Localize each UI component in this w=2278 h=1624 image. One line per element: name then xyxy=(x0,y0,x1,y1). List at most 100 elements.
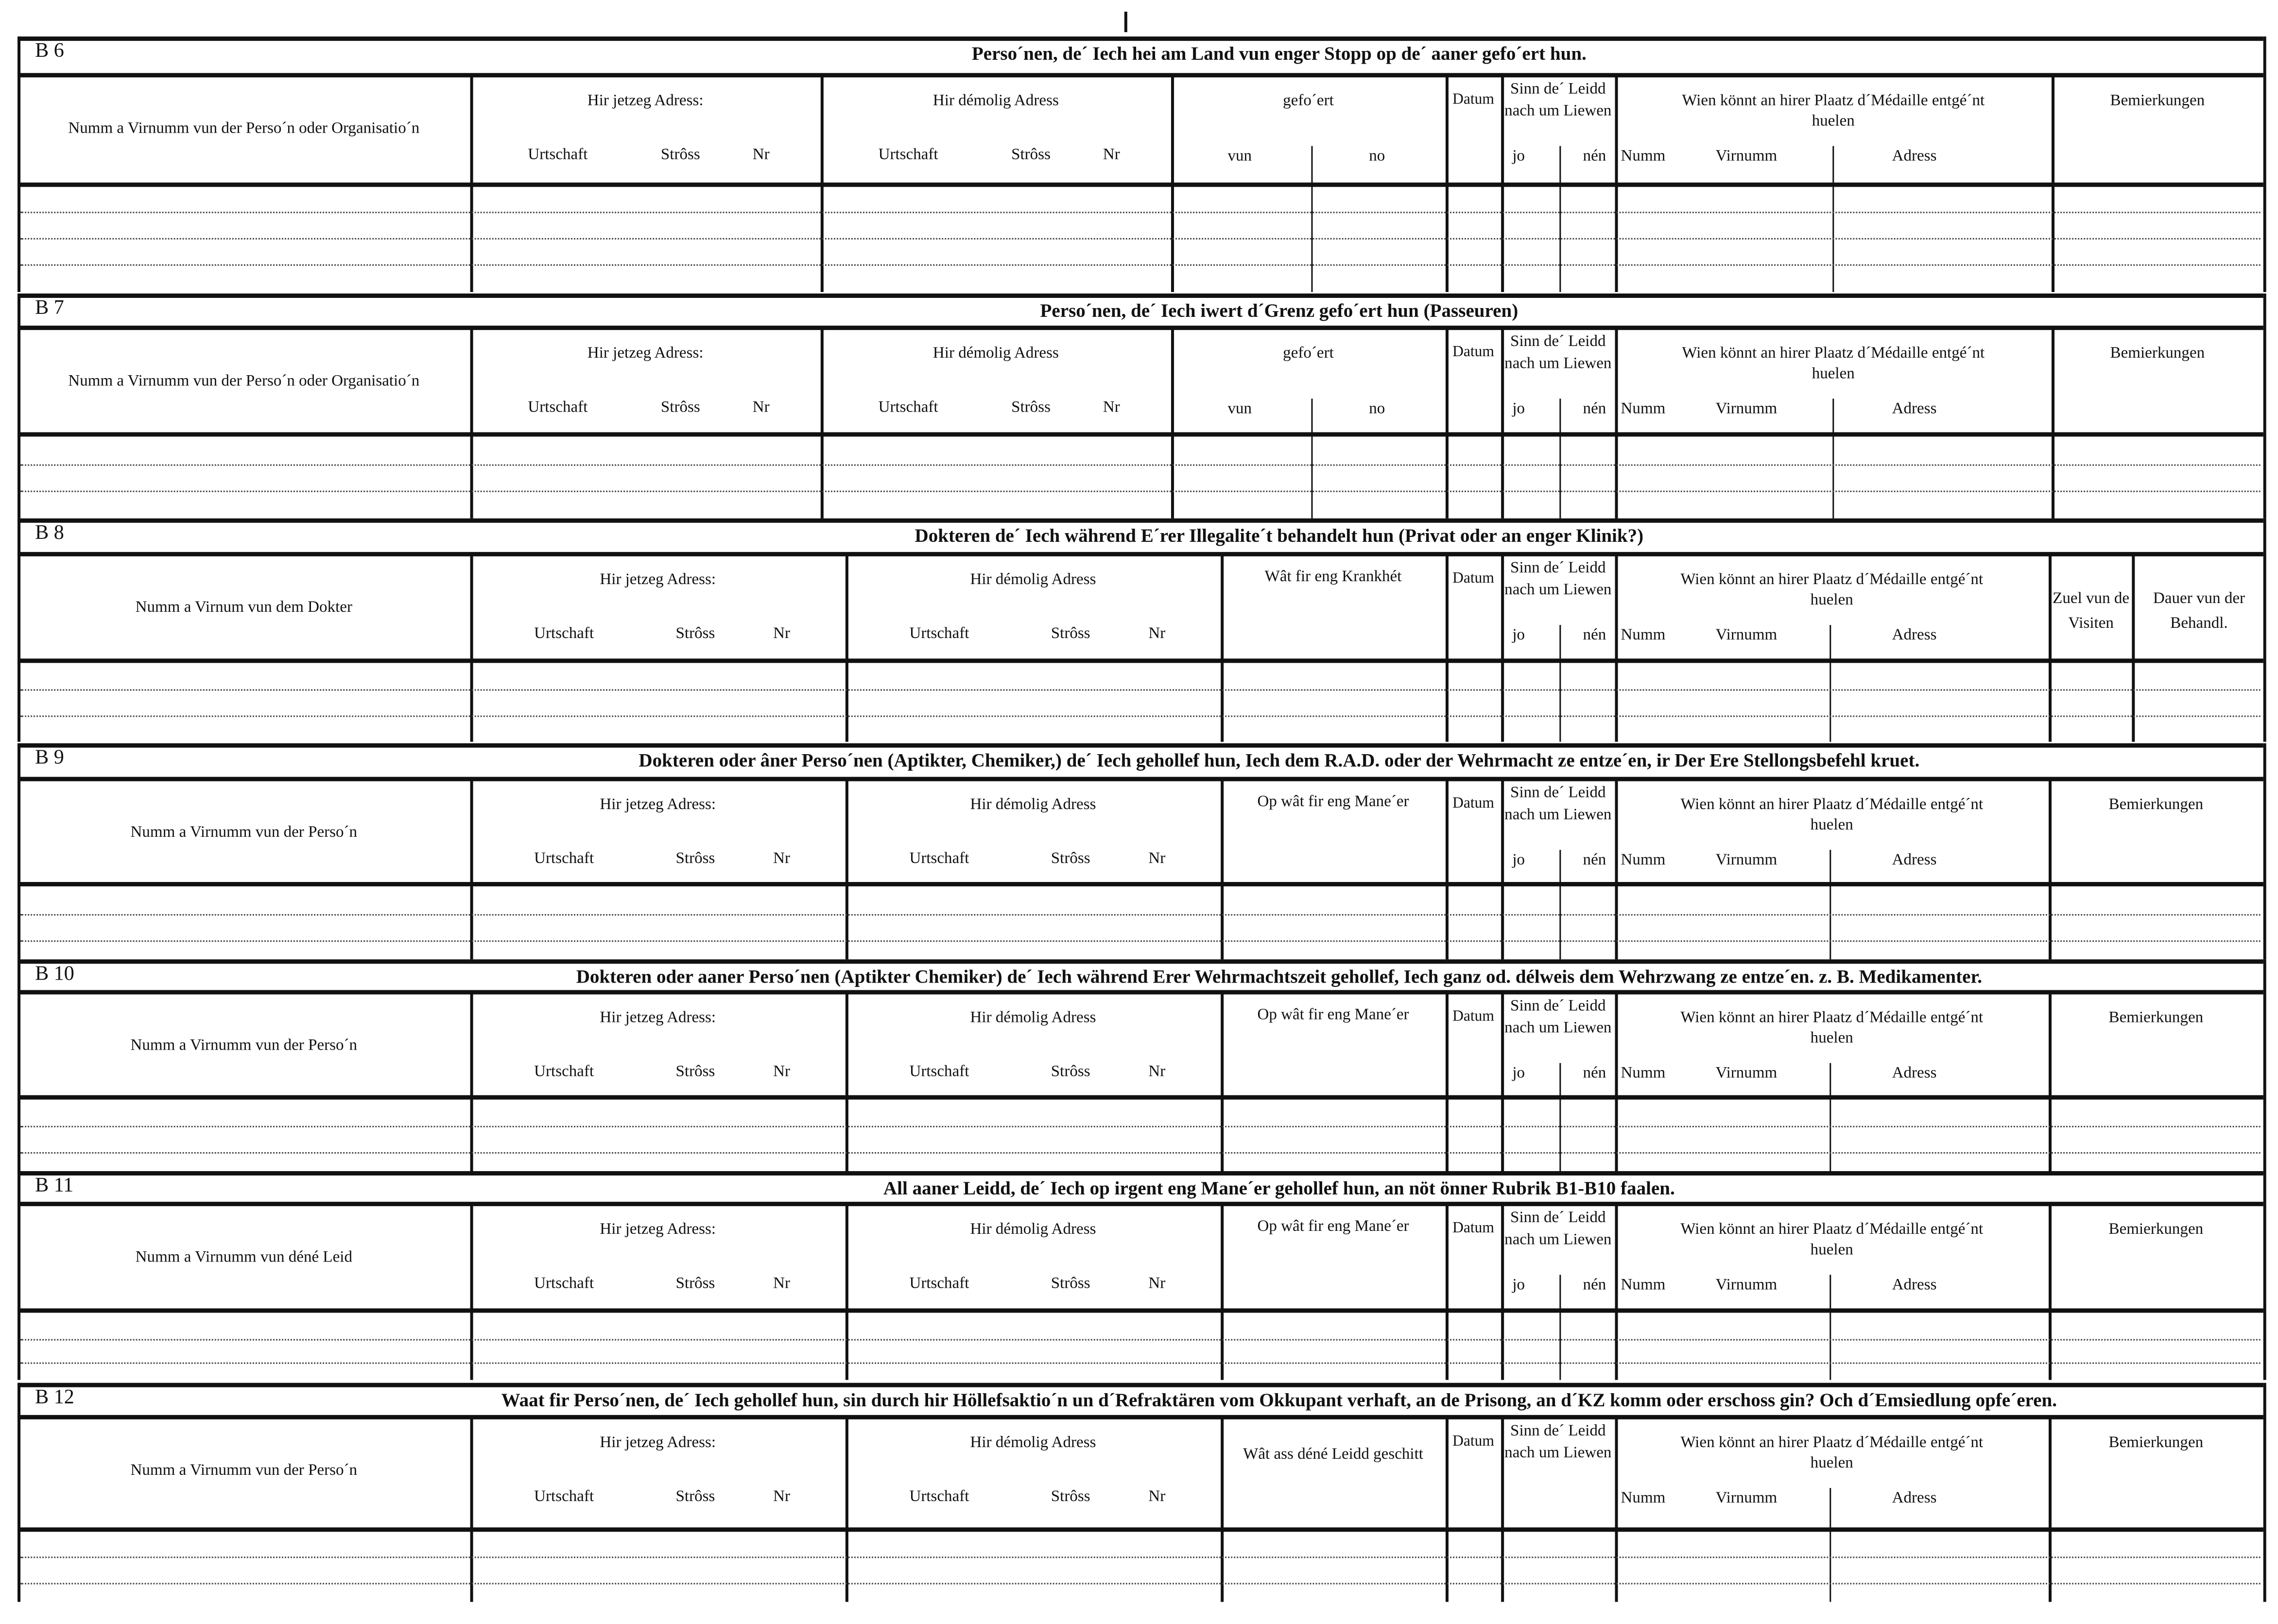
sub-column-divider xyxy=(1311,146,1313,292)
col4-subheader-1: no xyxy=(1369,147,1385,165)
section-id: B 8 xyxy=(35,522,64,545)
sub-column-divider xyxy=(1559,849,1561,960)
address-subheader-0: Urtschaft xyxy=(534,1488,594,1506)
column-divider xyxy=(2132,554,2135,742)
column-divider xyxy=(1445,1205,1449,1380)
current-address-header: Hir jetzeg Adress: xyxy=(600,795,716,813)
survived-header: Sinn de´ Leidd nach um Liewen xyxy=(1504,1422,1612,1461)
entry-line[interactable] xyxy=(20,1339,2261,1341)
entry-line[interactable] xyxy=(20,689,2261,691)
section-id: B 12 xyxy=(35,1387,74,1409)
entry-line[interactable] xyxy=(20,464,2261,466)
left-border xyxy=(17,743,21,960)
medal-subheader-0: Numm xyxy=(1621,626,1666,644)
address-subheader-2: Nr xyxy=(752,398,770,416)
section-id: B 10 xyxy=(35,964,74,986)
medal-subheader-1: Virnumm xyxy=(1715,1276,1778,1294)
section-top-border xyxy=(17,36,2263,41)
remarks-header: Bemierkungen xyxy=(2108,795,2204,813)
entry-line[interactable] xyxy=(20,715,2261,717)
column-divider xyxy=(1615,76,1618,292)
name-column-header: Numm a Virnumm vun der Perso´n xyxy=(130,1037,358,1054)
entry-line[interactable] xyxy=(20,238,2261,240)
column-divider xyxy=(1501,1205,1504,1380)
column-divider xyxy=(1615,1417,1618,1602)
title-divider xyxy=(17,1202,2263,1207)
column-divider xyxy=(1501,76,1504,292)
sub-column-divider xyxy=(1559,1275,1561,1380)
header-divider xyxy=(17,182,2263,187)
address-subheader-2: Nr xyxy=(1148,1488,1166,1506)
header-divider xyxy=(17,1095,2263,1100)
sub-column-divider xyxy=(1559,398,1561,518)
sub-column-divider xyxy=(1829,1275,1831,1380)
column-divider xyxy=(845,1417,848,1602)
entry-line[interactable] xyxy=(20,940,2261,942)
column-divider xyxy=(1615,554,1618,742)
current-address-header: Hir jetzeg Adress: xyxy=(600,570,716,589)
address-subheader-1: Strôss xyxy=(1051,849,1090,867)
left-border xyxy=(17,518,21,742)
right-border xyxy=(2263,36,2266,292)
survived-subheader-0: jo xyxy=(1512,400,1525,418)
column-divider xyxy=(1171,76,1174,292)
address-subheader-1: Strôss xyxy=(1011,146,1051,164)
column-divider xyxy=(470,779,473,960)
column-divider xyxy=(1221,554,1224,742)
column-divider xyxy=(1501,554,1504,742)
medal-subheader-2: Adress xyxy=(1892,626,1937,644)
entry-line[interactable] xyxy=(20,914,2261,916)
column-divider xyxy=(1445,1417,1449,1602)
medal-subheader-0: Numm xyxy=(1621,851,1666,869)
column-divider xyxy=(2049,1417,2052,1602)
address-subheader-1: Strôss xyxy=(675,625,715,643)
medal-header: Wien könnt an hirer Plaatz d´Médaille en… xyxy=(1680,795,1984,834)
address-subheader-1: Strôss xyxy=(660,398,700,416)
medal-subheader-2: Adress xyxy=(1892,1276,1937,1294)
column-divider xyxy=(1445,554,1449,742)
address-subheader-2: Nr xyxy=(1148,625,1166,643)
entry-line[interactable] xyxy=(20,1362,2261,1364)
section-title: Dokteren de´ Iech während E´rer Illegali… xyxy=(915,524,1644,546)
entry-line[interactable] xyxy=(20,264,2261,266)
entry-line[interactable] xyxy=(20,490,2261,492)
entry-line[interactable] xyxy=(20,1556,2261,1558)
col4-header: gefo´ert xyxy=(1283,345,1334,363)
title-divider xyxy=(17,1415,2263,1419)
address-subheader-2: Nr xyxy=(773,1275,790,1293)
survived-subheader-1: nén xyxy=(1583,1064,1606,1082)
address-subheader-2: Nr xyxy=(752,146,770,164)
entry-line[interactable] xyxy=(20,1152,2261,1154)
address-subheader-2: Nr xyxy=(773,1063,790,1081)
remarks-header: Bemierkungen xyxy=(2110,345,2205,363)
column-divider xyxy=(2049,554,2052,742)
column-divider xyxy=(2049,1205,2052,1380)
column-divider xyxy=(1501,1417,1504,1602)
entry-line[interactable] xyxy=(20,211,2261,213)
column-divider xyxy=(1171,328,1174,518)
column-divider xyxy=(470,76,473,292)
medal-subheader-2: Adress xyxy=(1892,400,1937,418)
column-divider xyxy=(845,779,848,960)
current-address-header: Hir jetzeg Adress: xyxy=(600,1221,716,1239)
address-subheader-0: Urtschaft xyxy=(528,398,588,416)
column-divider xyxy=(1221,993,1224,1172)
header-divider xyxy=(17,658,2263,663)
column-divider xyxy=(2049,993,2052,1172)
header-divider xyxy=(17,432,2263,437)
column-divider xyxy=(470,993,473,1172)
former-address-header: Hir démolig Adress xyxy=(970,1434,1096,1451)
sub-column-divider xyxy=(1559,625,1561,742)
entry-line[interactable] xyxy=(20,1125,2261,1127)
medal-subheader-1: Virnumm xyxy=(1715,400,1778,418)
column-divider xyxy=(2052,76,2055,292)
medal-subheader-2: Adress xyxy=(1892,147,1937,165)
medal-subheader-0: Numm xyxy=(1621,147,1666,165)
section-title: All aaner Leidd, de´ Iech op irgent eng … xyxy=(883,1177,1675,1199)
section-top-border xyxy=(17,518,2263,523)
entry-line[interactable] xyxy=(20,1583,2261,1585)
left-border xyxy=(17,294,21,518)
address-subheader-1: Strôss xyxy=(1051,1488,1090,1506)
right-border xyxy=(2263,294,2266,518)
